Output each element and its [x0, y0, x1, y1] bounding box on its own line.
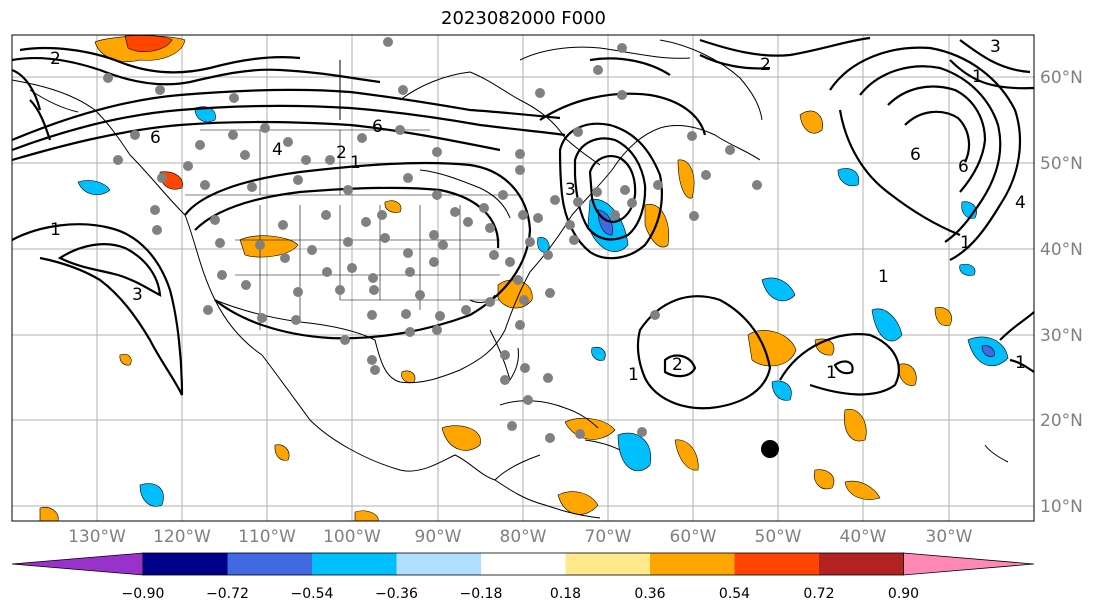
colorbar-segment	[565, 553, 651, 575]
colorbar-tick-label: 0.90	[888, 586, 919, 602]
contour-label: 6	[372, 117, 383, 137]
contour-label: 1	[1015, 353, 1026, 373]
colorbar-tick-label: −0.54	[291, 586, 334, 602]
contour-label: 4	[272, 140, 283, 160]
lat-label: 20°N	[1040, 411, 1083, 431]
contour-label: 2	[336, 143, 347, 163]
colorbar	[11, 552, 1035, 576]
lat-label: 40°N	[1040, 240, 1083, 260]
colorbar-segment	[481, 553, 566, 575]
contour-label: 1	[878, 267, 889, 287]
map-title: 2023082000 F000	[441, 8, 606, 29]
lon-label: 90°W	[415, 527, 462, 547]
lon-label: 130°W	[68, 527, 126, 547]
lon-label: 30°W	[926, 527, 973, 547]
lon-label: 50°W	[755, 527, 802, 547]
contour-label: 1	[350, 153, 361, 173]
latitude-labels: 60°N 50°N 40°N 30°N 20°N 10°N	[1040, 68, 1083, 517]
colorbar-tick-label: 0.18	[550, 586, 581, 602]
colorbar-segment	[734, 553, 820, 575]
colorbar-tick-label: −0.90	[122, 586, 165, 602]
contour-label: 2	[672, 355, 683, 375]
lat-label: 10°N	[1040, 497, 1083, 517]
lon-label: 110°W	[238, 527, 296, 547]
contour-label: 3	[990, 37, 1001, 57]
colorbar-extend-low	[11, 552, 144, 576]
contour-label: 4	[1015, 193, 1026, 213]
contour-label: 1	[628, 365, 639, 385]
colorbar-segment	[819, 553, 904, 575]
colorbar-tick-label: −0.36	[375, 586, 418, 602]
contour-label: 6	[910, 145, 921, 165]
colorbar-segment	[650, 553, 735, 575]
colorbar-segment	[227, 553, 313, 575]
lon-label: 80°W	[500, 527, 547, 547]
lat-label: 60°N	[1040, 68, 1083, 88]
contour-label: 2	[760, 55, 771, 75]
lon-label: 70°W	[585, 527, 632, 547]
lat-label: 30°N	[1040, 326, 1083, 346]
contour-label: 1	[50, 220, 61, 240]
lon-label: 60°W	[670, 527, 717, 547]
contour-label: 3	[565, 180, 576, 200]
station-dots	[103, 37, 762, 443]
colorbar-tick-label: 0.54	[719, 586, 750, 602]
longitude-labels: 130°W 120°W 110°W 100°W 90°W 80°W 70°W 6…	[68, 527, 973, 547]
colorbar-tick-label: −0.72	[206, 586, 249, 602]
colorbar-segment	[143, 553, 228, 575]
state-borders	[185, 129, 520, 330]
contour-label: 1	[826, 363, 837, 383]
storm-center-marker	[761, 440, 779, 458]
contour-label-group: 2 2 3 6 6 4 2 1 1 1 3 1 2 1 1 6 6 4 1 1 …	[50, 37, 1026, 385]
colorbar-segment	[396, 553, 482, 575]
contour-label: 6	[958, 157, 969, 177]
lon-label: 40°W	[840, 527, 887, 547]
colorbar-extend-high	[903, 552, 1035, 576]
lon-label: 100°W	[323, 527, 381, 547]
map-border	[11, 34, 1035, 522]
contour-lines	[11, 36, 1035, 410]
colorbar-tick-label: −0.18	[460, 586, 503, 602]
colorbar-tick-labels: −0.90 −0.72 −0.54 −0.36 −0.18 0.18 0.36 0.54 0.7…	[122, 586, 920, 602]
colorbar-tick-label: 0.72	[803, 586, 834, 602]
contour-label: 6	[150, 128, 161, 148]
lat-label: 50°N	[1040, 154, 1083, 174]
contour-label: 1	[960, 233, 971, 253]
lon-label: 120°W	[153, 527, 211, 547]
contour-label: 1	[972, 67, 983, 87]
colorbar-segment	[312, 553, 397, 575]
contour-label: 3	[132, 285, 143, 305]
colorbar-tick-label: 0.36	[634, 586, 665, 602]
colorbar-outline	[142, 552, 904, 576]
contour-label: 2	[50, 49, 61, 69]
